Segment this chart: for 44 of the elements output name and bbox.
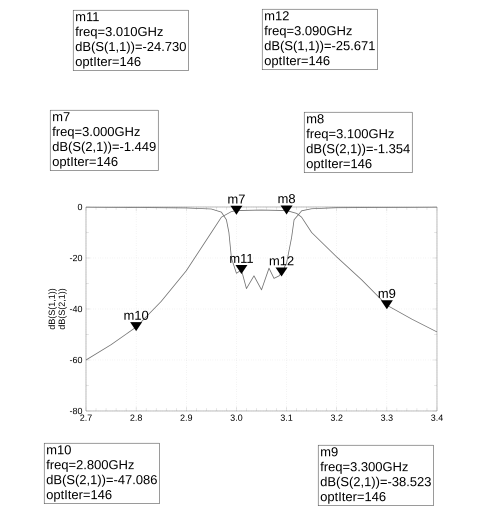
- text: dB(S(1,1))=-24.730: [76, 42, 186, 54]
- text: dB(S(2,1))=-38.523: [320, 476, 431, 489]
- text: optIter=146: [320, 492, 386, 504]
- text: dB(S(2,1))=-1.354: [306, 144, 410, 156]
- text: freq=3.010GHz: [75, 26, 163, 39]
- y-axis-title: dB(S(1,1)) dB(S(2,1)): [48, 288, 67, 330]
- text: freq=3.000GHz: [52, 126, 140, 139]
- text: optIter=146: [46, 490, 112, 502]
- x-tick-label: 3.0: [230, 414, 242, 421]
- text: m12: [265, 11, 289, 20]
- x-tick-label: 3.1: [280, 414, 292, 421]
- x-tick-label: 2.9: [180, 414, 192, 421]
- annotation: m7: [228, 194, 245, 204]
- x-tick-label: 2.7: [80, 414, 92, 421]
- y-tick-label: -80: [70, 408, 82, 414]
- text: m10: [47, 445, 71, 454]
- text: optIter=146: [52, 156, 118, 169]
- x-tick-label: 3.3: [380, 414, 393, 421]
- x-tick-label: 3.2: [330, 414, 342, 421]
- text: optIter=146: [306, 159, 372, 171]
- x-tick-label: 2.8: [130, 414, 142, 421]
- annotation: m11: [230, 254, 253, 263]
- y-tick-label: -20: [70, 254, 82, 262]
- annotation: m12: [270, 256, 294, 266]
- text: freq=3.100GHz: [306, 128, 394, 141]
- text: dB(S(2,1))=-1.449: [52, 142, 156, 154]
- text: m7: [53, 112, 70, 122]
- text: dB(S(1,1))=-25.671: [264, 40, 375, 53]
- text: m9: [321, 447, 338, 456]
- text: optIter=146: [76, 56, 141, 69]
- text: freq=3.090GHz: [264, 26, 352, 38]
- text: m8: [307, 114, 324, 124]
- text: m11: [76, 12, 99, 22]
- y-tick-label: 0: [78, 204, 82, 210]
- annotation: m8: [278, 194, 295, 204]
- text: freq=2.800GHz: [46, 460, 134, 472]
- text: optIter=146: [264, 56, 330, 68]
- y-tick-label: -40: [70, 306, 82, 312]
- y-tick-label: -60: [70, 356, 82, 364]
- text: dB(S(2,1))=-47.086: [46, 474, 157, 487]
- text: freq=3.300GHz: [320, 462, 408, 474]
- annotation: m9: [378, 288, 396, 298]
- annotation: m10: [124, 310, 148, 320]
- x-tick-label: 3.4: [431, 414, 443, 421]
